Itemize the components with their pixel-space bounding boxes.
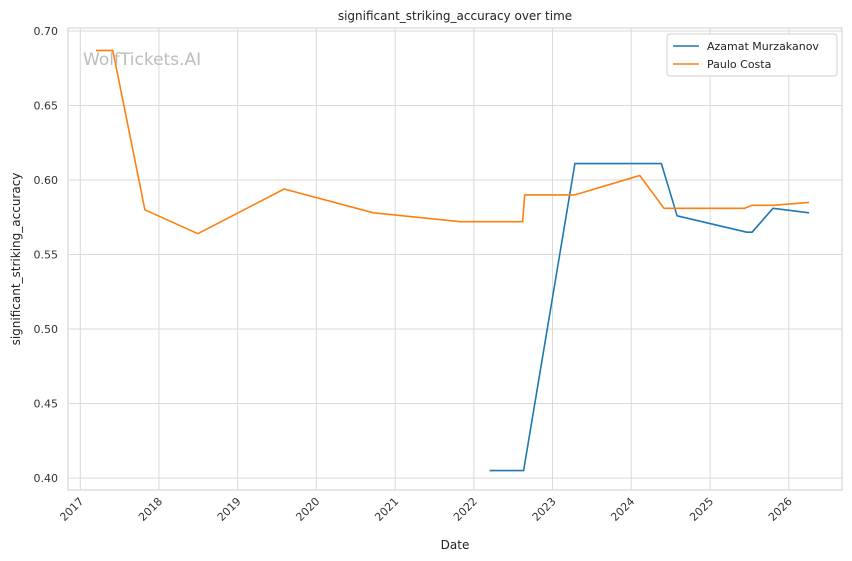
series-line-0 (489, 162, 810, 472)
y-tick-label: 0.45 (34, 398, 59, 411)
chart-title: significant_striking_accuracy over time (338, 9, 572, 23)
legend-label-azamat: Azamat Murzakanov (707, 40, 819, 53)
y-tick-label: 0.65 (34, 99, 59, 112)
series-lines (96, 49, 810, 472)
series-line-1 (96, 49, 810, 235)
y-tick-label: 0.40 (34, 472, 59, 485)
y-tick-label: 0.60 (34, 174, 59, 187)
y-tick-labels: 0.40 0.45 0.50 0.55 0.60 0.65 0.70 (34, 25, 59, 485)
y-tick-label: 0.55 (34, 249, 59, 262)
watermark-text: WolfTickets.AI (83, 50, 201, 70)
legend: Azamat Murzakanov Paulo Costa (666, 33, 838, 77)
legend-box (666, 33, 838, 77)
x-axis-label: Date (441, 538, 470, 552)
plot-area (67, 27, 843, 491)
y-tick-label: 0.50 (34, 323, 59, 336)
y-tick-label: 0.70 (34, 25, 59, 38)
legend-label-paulo: Paulo Costa (707, 58, 771, 71)
grid-lines (68, 28, 842, 490)
y-axis-label: significant_striking_accuracy (9, 173, 23, 346)
